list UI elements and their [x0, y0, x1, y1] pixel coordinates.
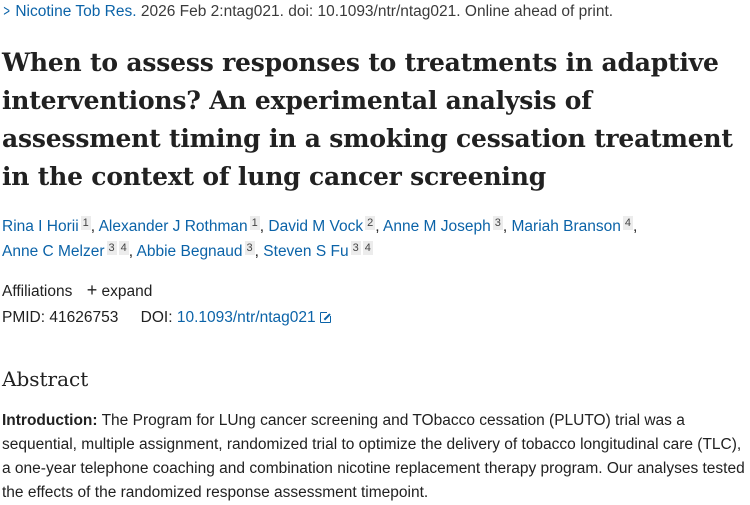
author: Alexander J Rothman 1,: [98, 216, 269, 235]
author-link[interactable]: Rina I Horii: [2, 218, 79, 235]
expand-affiliations-button[interactable]: + expand: [77, 280, 153, 300]
identifiers: PMID: 41626753 DOI: 10.1093/ntr/ntag021: [2, 309, 332, 327]
citation-line: > Nicotine Tob Res. 2026 Feb 2:ntag021. d…: [2, 3, 613, 21]
author-link[interactable]: Steven S Fu: [263, 243, 349, 260]
affiliation-number[interactable]: 3: [244, 241, 255, 255]
doi-label: DOI:: [140, 309, 173, 326]
affiliation-number[interactable]: 3: [492, 216, 503, 230]
doi-link[interactable]: 10.1093/ntr/ntag021: [176, 309, 332, 326]
doi-value: 10.1093/ntr/ntag021: [176, 309, 316, 326]
pmid-label: PMID:: [2, 309, 46, 326]
affiliation-number[interactable]: 3: [106, 241, 117, 255]
affiliation-number[interactable]: 2: [365, 216, 376, 230]
author: Mariah Branson 4,: [511, 216, 638, 235]
affiliations: Affiliations + expand: [2, 280, 152, 301]
author: David M Vock 2,: [268, 216, 384, 235]
author-link[interactable]: Mariah Branson: [511, 218, 621, 235]
affiliation-number[interactable]: 1: [249, 216, 260, 230]
author-link[interactable]: David M Vock: [268, 218, 364, 235]
author-link[interactable]: Anne M Joseph: [383, 218, 491, 235]
article-title: When to assess responses to treatments i…: [2, 48, 733, 191]
author: Anne M Joseph 3,: [383, 216, 512, 235]
affiliation-number[interactable]: 4: [622, 216, 634, 230]
author-list: Rina I Horii 1, Alexander J Rothman 1, Dav…: [2, 214, 747, 264]
author: Anne C Melzer 3 4,: [2, 241, 137, 260]
journal-link[interactable]: Nicotine Tob Res.: [15, 3, 137, 20]
author-link[interactable]: Alexander J Rothman: [98, 218, 248, 235]
affiliation-number[interactable]: 4: [362, 241, 373, 255]
introduction-label: Introduction:: [2, 412, 98, 429]
affiliation-number[interactable]: 3: [350, 241, 361, 255]
abstract-introduction: Introduction: The Program for LUng cance…: [2, 409, 750, 505]
affiliations-label: Affiliations: [2, 283, 73, 300]
chevron-right-icon[interactable]: >: [3, 3, 10, 20]
pmid-value: 41626753: [49, 309, 119, 326]
affiliation-number[interactable]: 1: [80, 216, 91, 230]
author: Rina I Horii 1,: [2, 216, 99, 235]
affiliation-number[interactable]: 4: [118, 241, 129, 255]
author: Abbie Begnaud 3,: [136, 241, 264, 260]
plus-icon: +: [86, 280, 98, 300]
citation-details: 2026 Feb 2:ntag021. doi: 10.1093/ntr/nta…: [140, 3, 614, 20]
author-link[interactable]: Anne C Melzer: [2, 243, 105, 260]
author: Steven S Fu 3 4: [263, 241, 373, 260]
author-link[interactable]: Abbie Begnaud: [136, 243, 243, 260]
expand-label: expand: [101, 283, 153, 300]
introduction-text: The Program for LUng cancer screening an…: [2, 412, 745, 501]
abstract-heading: Abstract: [2, 367, 89, 391]
external-link-icon: [319, 311, 332, 324]
